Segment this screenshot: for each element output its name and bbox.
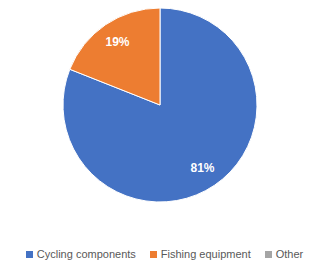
html-text:Fishing equipment: Fishing equipment xyxy=(160,248,251,260)
html-text:Other: Other xyxy=(275,248,304,260)
svg-text:19%: 19% xyxy=(105,35,129,49)
svg-text:81%: 81% xyxy=(191,161,215,175)
html-text:Cycling components: Cycling components xyxy=(36,248,136,260)
